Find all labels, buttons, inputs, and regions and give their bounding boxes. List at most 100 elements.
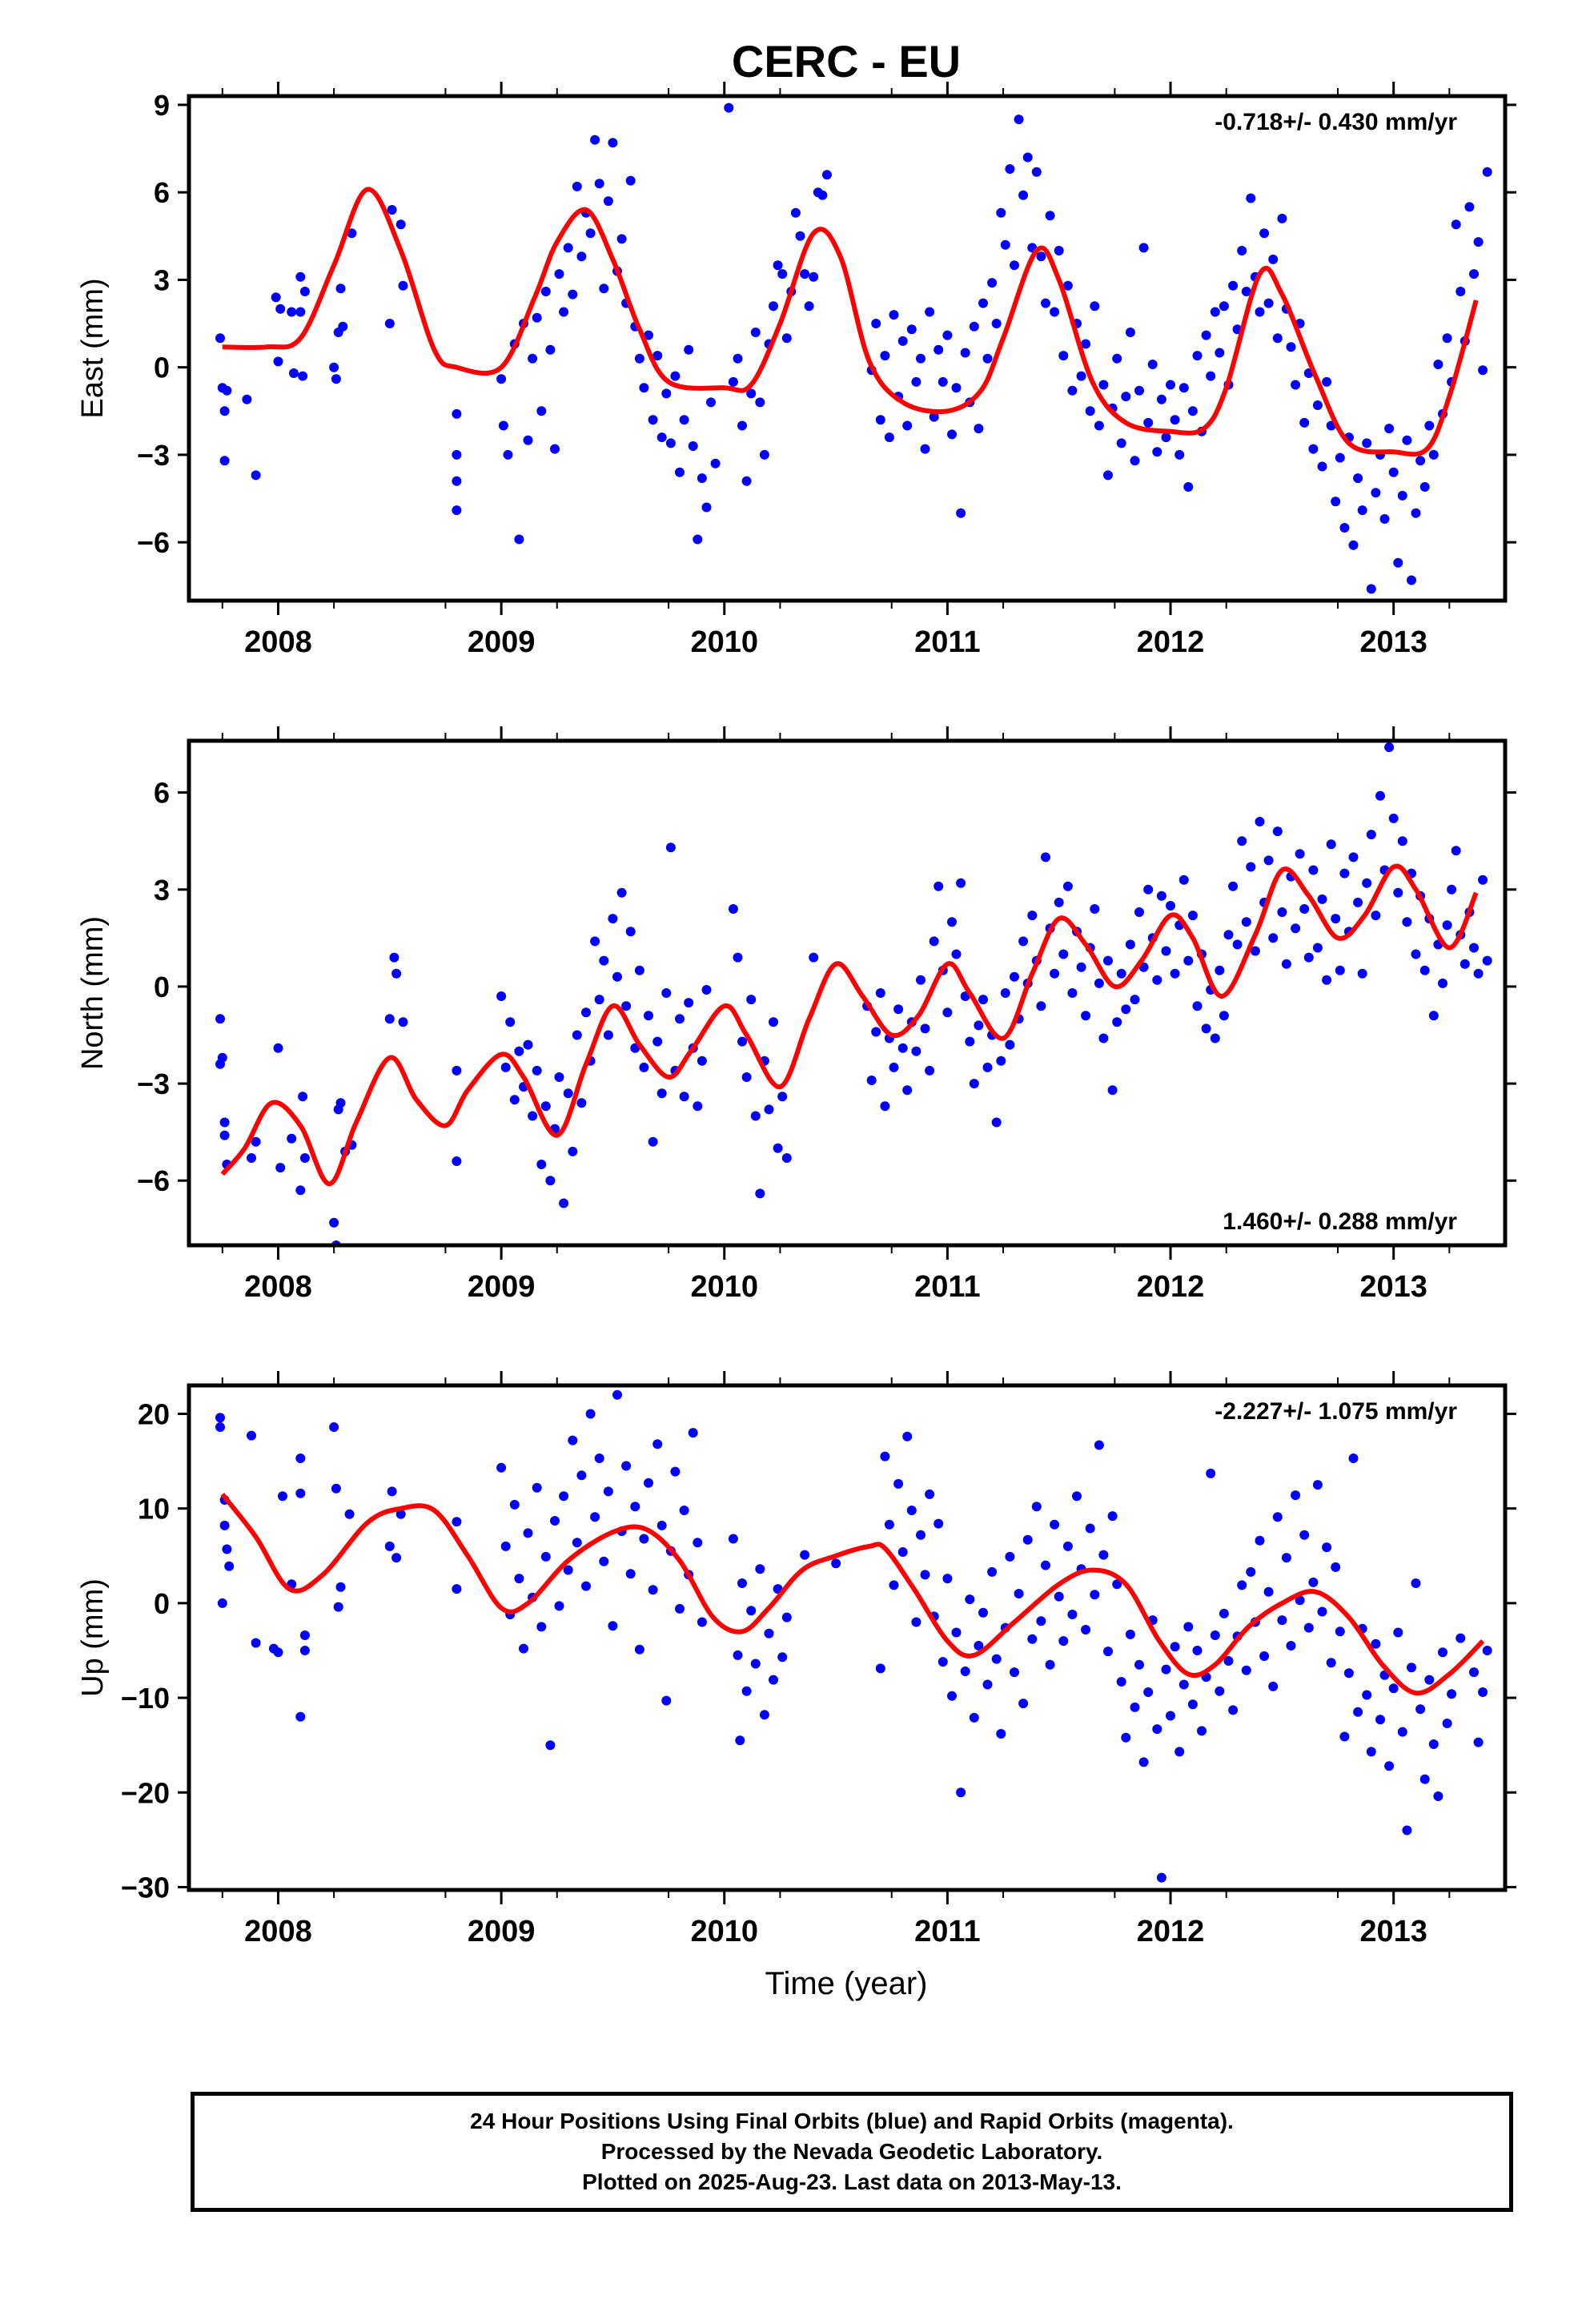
data-point [1187, 406, 1198, 416]
data-point [916, 353, 926, 364]
data-point [452, 1156, 462, 1166]
data-point [804, 301, 814, 312]
data-point [737, 420, 747, 431]
data-point [1210, 307, 1220, 317]
data-point [956, 878, 966, 888]
data-point [1121, 1004, 1131, 1015]
data-point [219, 1117, 230, 1128]
data-point [925, 307, 935, 317]
data-point [251, 1136, 261, 1147]
axes-frame [187, 738, 1508, 1248]
data-point [1268, 1681, 1279, 1691]
data-point [536, 406, 547, 416]
data-point [299, 1646, 310, 1655]
data-point [295, 307, 306, 317]
data-point [329, 1422, 339, 1432]
data-point [1072, 1491, 1082, 1502]
data-point [978, 995, 988, 1005]
data-point [1067, 988, 1078, 998]
data-point [572, 1538, 582, 1548]
data-point [1451, 846, 1461, 856]
data-point [648, 415, 658, 425]
data-point [800, 1550, 810, 1560]
data-point [1353, 473, 1363, 484]
data-point [545, 1740, 556, 1751]
data-point [1322, 376, 1332, 387]
y-tick-label: −20 [121, 1776, 170, 1809]
data-point [1295, 849, 1305, 859]
data-point [670, 1466, 681, 1477]
data-point [1335, 965, 1345, 975]
data-point [639, 1534, 649, 1544]
data-point [344, 1509, 355, 1519]
data-point [1246, 1566, 1256, 1577]
data-point [603, 1486, 613, 1497]
rate-annotation: 1.460+/- 0.288 mm/yr [1223, 1208, 1457, 1235]
axes-frame [187, 94, 1508, 603]
data-point [335, 1098, 346, 1108]
data-point [661, 1695, 672, 1706]
data-point [295, 1488, 306, 1498]
data-point [969, 1712, 979, 1723]
data-point [1362, 1690, 1372, 1700]
data-point [1343, 1668, 1354, 1679]
y-tick-label: 20 [138, 1397, 170, 1430]
data-point [1085, 406, 1095, 416]
data-point [545, 1176, 556, 1186]
data-point [1062, 280, 1073, 291]
data-point [1125, 939, 1135, 950]
data-point [1339, 1731, 1350, 1742]
data-point [1183, 955, 1194, 966]
data-point [550, 1516, 560, 1526]
data-point [1456, 1633, 1466, 1643]
data-point [1357, 505, 1367, 516]
data-point [1393, 557, 1403, 568]
data-point [1219, 301, 1229, 312]
data-point [338, 321, 348, 332]
data-point [1317, 461, 1327, 472]
data-point [554, 1072, 564, 1082]
data-point [1103, 1647, 1113, 1657]
data-point [688, 1428, 698, 1438]
data-point [1036, 1616, 1046, 1626]
data-point [965, 1594, 975, 1605]
data-point [1250, 946, 1260, 956]
data-point [299, 1630, 310, 1640]
data-point [639, 383, 649, 393]
x-tick-label: 2013 [1359, 625, 1427, 659]
data-point [1050, 307, 1060, 317]
data-point [1281, 1553, 1291, 1563]
data-point [1054, 1591, 1064, 1602]
data-point [1228, 881, 1239, 891]
data-point [1085, 1523, 1095, 1534]
data-point [1438, 978, 1447, 988]
data-point [1259, 228, 1270, 239]
data-point [572, 1030, 582, 1040]
data-point [1005, 1039, 1015, 1050]
data-point [1143, 884, 1154, 895]
data-point [956, 1787, 966, 1798]
data-point [925, 1065, 935, 1076]
data-point [996, 1055, 1006, 1066]
x-tick-label: 2008 [244, 625, 312, 659]
data-point [1112, 1579, 1122, 1590]
data-point [608, 1621, 618, 1631]
data-point [934, 1518, 944, 1529]
x-tick-label: 2013 [1359, 1915, 1427, 1948]
data-point [665, 438, 676, 448]
data-point [920, 1023, 930, 1034]
data-point [1411, 1578, 1421, 1588]
data-point [273, 1043, 283, 1053]
data-point [496, 1462, 507, 1473]
data-point [1112, 353, 1122, 364]
data-point [1103, 470, 1113, 480]
data-point [710, 458, 721, 468]
data-point [1322, 1542, 1332, 1553]
panel-0: 9 6 3 0 −3 −6 2008 2009 2010 2011 2012 2013 East (mm… [76, 82, 1516, 659]
data-point [1255, 817, 1265, 826]
data-point [247, 1430, 256, 1441]
model-curve [220, 1493, 1485, 1696]
data-point [1192, 1646, 1203, 1655]
data-point [389, 952, 400, 963]
data-point [1397, 836, 1407, 846]
